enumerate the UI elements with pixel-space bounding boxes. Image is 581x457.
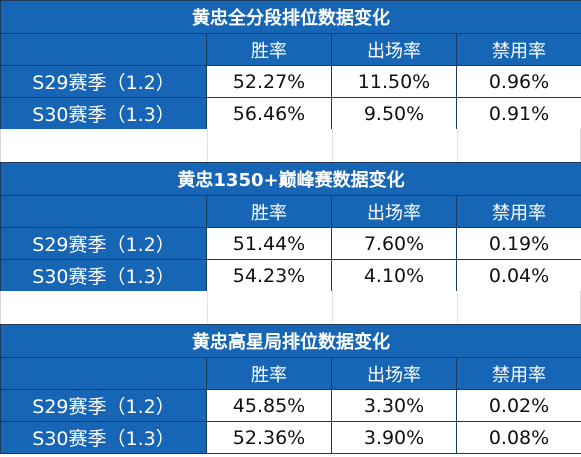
section-spacer (0, 129, 581, 162)
header-pick-rate: 出场率 (331, 357, 457, 390)
header-win-rate: 胜率 (206, 357, 332, 390)
spacer-divider (207, 129, 208, 162)
table-title: 黄忠高星局排位数据变化 (0, 324, 581, 358)
header-blank-cell (0, 195, 207, 228)
stats-table-block-peak-1350: 黄忠1350+巅峰赛数据变化 胜率 出场率 禁用率 S29赛季（1.2） 51.… (0, 162, 581, 292)
stats-table-block-high-star: 黄忠高星局排位数据变化 胜率 出场率 禁用率 S29赛季（1.2） 45.85%… (0, 324, 581, 454)
table-title: 黄忠全分段排位数据变化 (0, 0, 581, 34)
stats-table: 黄忠全分段排位数据变化 胜率 出场率 禁用率 S29赛季（1.2） 52.27%… (0, 0, 581, 130)
stats-table: 黄忠1350+巅峰赛数据变化 胜率 出场率 禁用率 S29赛季（1.2） 51.… (0, 162, 581, 292)
table-row: S29赛季（1.2） 45.85% 3.30% 0.02% (0, 389, 581, 422)
spacer-divider (457, 129, 458, 162)
table-title: 黄忠1350+巅峰赛数据变化 (0, 162, 581, 196)
pick-rate-value: 9.50% (331, 97, 457, 130)
table-row: S30赛季（1.3） 52.36% 3.90% 0.08% (0, 421, 581, 454)
row-label-season: S30赛季（1.3） (0, 97, 207, 130)
table-title-row: 黄忠全分段排位数据变化 (0, 0, 581, 34)
pick-rate-value: 3.30% (331, 389, 457, 422)
header-win-rate: 胜率 (206, 33, 332, 66)
table-header-row: 胜率 出场率 禁用率 (0, 195, 581, 228)
row-label-season: S29赛季（1.2） (0, 65, 207, 98)
spacer-divider (207, 291, 208, 324)
table-header-row: 胜率 出场率 禁用率 (0, 357, 581, 390)
spacer-divider (332, 129, 333, 162)
ban-rate-value: 0.91% (456, 97, 581, 130)
table-row: S30赛季（1.3） 56.46% 9.50% 0.91% (0, 97, 581, 130)
win-rate-value: 54.23% (206, 259, 332, 292)
header-ban-rate: 禁用率 (456, 195, 581, 228)
ban-rate-value: 0.04% (456, 259, 581, 292)
section-spacer (0, 291, 581, 324)
ban-rate-value: 0.96% (456, 65, 581, 98)
pick-rate-value: 3.90% (331, 421, 457, 454)
win-rate-value: 52.36% (206, 421, 332, 454)
row-label-season: S30赛季（1.3） (0, 421, 207, 454)
spacer-divider (457, 291, 458, 324)
table-title-row: 黄忠1350+巅峰赛数据变化 (0, 162, 581, 196)
spacer-divider (332, 291, 333, 324)
ban-rate-value: 0.02% (456, 389, 581, 422)
win-rate-value: 56.46% (206, 97, 332, 130)
win-rate-value: 51.44% (206, 227, 332, 260)
pick-rate-value: 4.10% (331, 259, 457, 292)
ban-rate-value: 0.19% (456, 227, 581, 260)
row-label-season: S29赛季（1.2） (0, 227, 207, 260)
win-rate-value: 45.85% (206, 389, 332, 422)
win-rate-value: 52.27% (206, 65, 332, 98)
table-row: S29赛季（1.2） 51.44% 7.60% 0.19% (0, 227, 581, 260)
header-pick-rate: 出场率 (331, 33, 457, 66)
ban-rate-value: 0.08% (456, 421, 581, 454)
table-row: S30赛季（1.3） 54.23% 4.10% 0.04% (0, 259, 581, 292)
stats-table-block-ranked-all: 黄忠全分段排位数据变化 胜率 出场率 禁用率 S29赛季（1.2） 52.27%… (0, 0, 581, 130)
table-row: S29赛季（1.2） 52.27% 11.50% 0.96% (0, 65, 581, 98)
header-blank-cell (0, 33, 207, 66)
table-header-row: 胜率 出场率 禁用率 (0, 33, 581, 66)
stats-table: 黄忠高星局排位数据变化 胜率 出场率 禁用率 S29赛季（1.2） 45.85%… (0, 324, 581, 454)
row-label-season: S30赛季（1.3） (0, 259, 207, 292)
pick-rate-value: 7.60% (331, 227, 457, 260)
header-blank-cell (0, 357, 207, 390)
table-title-row: 黄忠高星局排位数据变化 (0, 324, 581, 358)
header-ban-rate: 禁用率 (456, 357, 581, 390)
header-ban-rate: 禁用率 (456, 33, 581, 66)
row-label-season: S29赛季（1.2） (0, 389, 207, 422)
pick-rate-value: 11.50% (331, 65, 457, 98)
header-win-rate: 胜率 (206, 195, 332, 228)
header-pick-rate: 出场率 (331, 195, 457, 228)
